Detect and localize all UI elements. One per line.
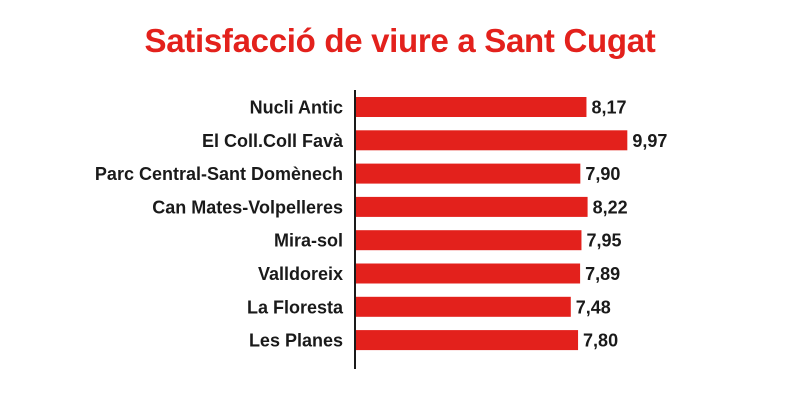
value-label: 9,97 — [632, 131, 667, 151]
value-label: 8,17 — [591, 98, 626, 118]
category-label: Valldoreix — [258, 264, 343, 284]
bar — [355, 263, 581, 284]
value-label: 7,80 — [583, 331, 618, 351]
value-label: 7,89 — [585, 264, 620, 284]
category-label: Can Mates-Volpelleres — [152, 197, 343, 217]
chart-title: Satisfacció de viure a Sant Cugat — [144, 22, 656, 59]
value-label: 7,48 — [576, 297, 611, 317]
category-label: Nucli Antic — [250, 98, 343, 118]
value-label: 7,90 — [585, 164, 620, 184]
category-label: La Floresta — [247, 297, 344, 317]
bar — [355, 196, 588, 217]
bars-layer: Nucli Antic 8,17 El Coll.Coll Favà 9,97 Parc… — [95, 97, 667, 351]
category-label: Les Planes — [249, 331, 343, 351]
bar — [355, 97, 587, 117]
bar — [355, 296, 571, 317]
value-label: 7,95 — [586, 231, 621, 251]
bar — [355, 163, 581, 184]
value-label: 8,22 — [593, 197, 628, 217]
bar — [355, 130, 628, 151]
category-label: El Coll.Coll Favà — [202, 131, 344, 151]
category-label: Parc Central-Sant Domènech — [95, 164, 343, 184]
category-label: Mira-sol — [274, 231, 343, 251]
bar — [355, 230, 582, 251]
bar — [355, 330, 579, 351]
